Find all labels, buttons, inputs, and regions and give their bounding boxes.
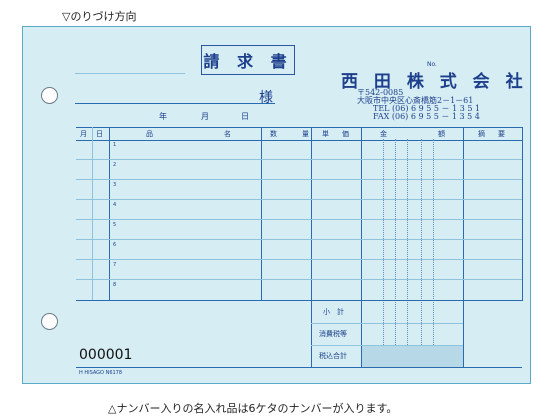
- vline-amount-sep-2: [395, 139, 396, 367]
- date-month-label: 月: [201, 112, 209, 121]
- address: 大阪市中央区心斎橋筋2－1－61: [357, 96, 474, 105]
- row-number: 7: [113, 262, 117, 268]
- col-amount-1: 金: [380, 130, 387, 138]
- row-number: 2: [113, 162, 117, 168]
- row-number: 3: [113, 182, 117, 188]
- recipient-line-1: [75, 73, 185, 74]
- serial-number: 000001: [79, 347, 133, 363]
- total-label: 税込合計: [319, 352, 347, 360]
- vline-amount-remarks: [463, 127, 464, 367]
- glue-direction-note: ▽のりづけ方向: [62, 10, 137, 23]
- fax: FAX (06) 6 9 5 5 － 1 3 5 4: [373, 112, 480, 121]
- invoice-sheet: 請 求 書 様 年 月 日 No. 西 田 株 式 会 社 〒542-0085 …: [22, 26, 531, 384]
- row-number: 5: [113, 222, 117, 228]
- table-bottom: [76, 367, 522, 368]
- row-line-4: [76, 219, 522, 220]
- brand-mark: H HISAGO N6178: [79, 370, 123, 376]
- table-body-bottom: [76, 300, 522, 301]
- company-name: 西 田 株 式 会 社: [341, 72, 528, 92]
- row-line-6: [76, 259, 522, 260]
- row-number: 1: [113, 142, 117, 148]
- total-shade: [362, 346, 463, 367]
- vline-right-edge: [522, 127, 523, 301]
- number-note: △ナンバー入りの名入れ品は6ケタのナンバーが入ります。: [108, 402, 398, 415]
- subtotal-label: 小 計: [323, 308, 344, 316]
- col-name: 名: [224, 130, 231, 138]
- col-price-1: 単: [322, 130, 329, 138]
- vline-qty-price: [311, 127, 312, 367]
- vline-amount-sep-1: [383, 139, 384, 367]
- row-line-7: [76, 279, 522, 280]
- row-number: 4: [113, 202, 117, 208]
- summary-line-1: [311, 323, 463, 324]
- row-number: 8: [113, 282, 117, 288]
- col-month: 月: [80, 130, 87, 138]
- col-remarks-1: 摘: [478, 130, 485, 138]
- row-line-1: [76, 159, 522, 160]
- col-remarks-2: 要: [498, 130, 505, 138]
- date-day-label: 日: [241, 112, 249, 121]
- row-line-5: [76, 239, 522, 240]
- binding-hole-top: [41, 87, 58, 104]
- col-qty-1: 数: [270, 130, 277, 138]
- tax-label: 消費税等: [319, 330, 347, 338]
- vline-name-qty: [261, 127, 262, 301]
- table-header: 月 日 品 名 数 量 単 価 金 額 摘 要: [76, 127, 522, 141]
- telephone: TEL (06) 6 9 5 5 － 1 3 5 1: [373, 104, 481, 113]
- row-line-3: [76, 199, 522, 200]
- col-day: 日: [96, 130, 103, 138]
- col-qty-2: 量: [302, 130, 309, 138]
- vline-amount-sep-4: [421, 139, 422, 367]
- binding-hole-bottom: [41, 313, 58, 330]
- vline-day-item: [109, 127, 110, 301]
- summary-line-2: [311, 345, 463, 346]
- vline-price-amount: [361, 127, 362, 367]
- number-label: No.: [427, 61, 437, 68]
- row-number: 6: [113, 242, 117, 248]
- form-title: 請 求 書: [201, 45, 295, 75]
- recipient-line-2: [75, 103, 275, 104]
- line-items-table: 月 日 品 名 数 量 単 価 金 額 摘 要: [76, 127, 522, 367]
- postal-code: 〒542-0085: [357, 88, 404, 97]
- col-amount-2: 額: [438, 130, 445, 138]
- vline-month-day: [92, 127, 93, 301]
- col-item: 品: [146, 130, 153, 138]
- vline-amount-sep-5: [433, 139, 434, 367]
- recipient-suffix: 様: [259, 90, 273, 106]
- row-line-2: [76, 179, 522, 180]
- date-year-label: 年: [159, 112, 167, 121]
- vline-amount-sep-3: [407, 139, 408, 367]
- col-price-2: 価: [342, 130, 349, 138]
